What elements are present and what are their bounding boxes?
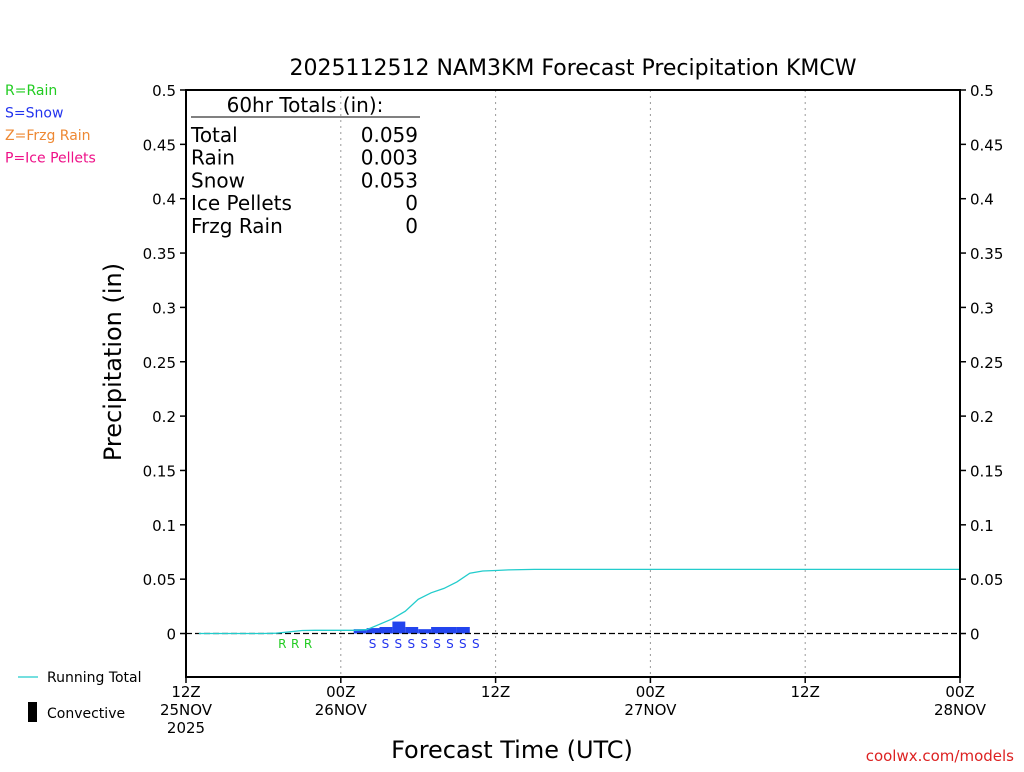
totals-label-0: Total — [190, 123, 238, 147]
y-tick-label-left-2: 0.1 — [152, 517, 176, 535]
y-tick-label-right-0: 0 — [970, 626, 980, 644]
ptype-marker-10: S — [459, 637, 468, 651]
ptype-marker-5: S — [395, 637, 404, 651]
ptype-marker-7: S — [420, 637, 429, 651]
x-tick-label-3-1: 27NOV — [624, 701, 677, 719]
ptype-marker-2: R — [304, 637, 313, 651]
x-tick-label-4-0: 12Z — [791, 683, 820, 701]
ptype-marker-0: R — [278, 637, 287, 651]
totals-label-1: Rain — [191, 146, 235, 170]
precip-bar-1 — [366, 628, 380, 634]
precip-bar-2 — [379, 626, 393, 634]
y-tick-label-left-0: 0 — [166, 626, 176, 644]
precip-type-legend: R=Rain S=Snow Z=Frzg Rain P=Ice Pellets — [5, 83, 96, 167]
x-tick-label-5-0: 00Z — [945, 683, 974, 701]
x-axis-label: Forecast Time (UTC) — [391, 736, 633, 764]
running-total-legend-label: Running Total — [47, 670, 142, 686]
precip-bar-4 — [405, 626, 419, 634]
ptype-marker-1: R — [291, 637, 300, 651]
running-total-legend: Running Total — [18, 670, 142, 686]
credit-text: coolwx.com/models — [866, 747, 1014, 765]
legend-type-0: R=Rain — [5, 83, 57, 99]
hourly-precip-bars — [353, 621, 470, 634]
y-tick-label-right-10: 0.5 — [970, 82, 994, 100]
x-tick-label-2-0: 12Z — [481, 683, 510, 701]
precip-bar-6 — [431, 626, 444, 634]
y-tick-label-right-6: 0.3 — [970, 299, 994, 317]
legend-type-1: S=Snow — [5, 106, 63, 122]
y-tick-label-left-5: 0.25 — [143, 354, 176, 372]
precip-bar-3 — [392, 621, 406, 634]
ptype-marker-8: S — [433, 637, 442, 651]
ptype-marker-11: S — [472, 637, 481, 651]
totals-heading: 60hr Totals (in): — [227, 93, 384, 117]
y-tick-label-right-3: 0.15 — [970, 462, 1003, 480]
plot-frame — [185, 89, 961, 678]
y-tick-label-right-9: 0.45 — [970, 136, 1003, 154]
totals-label-4: Frzg Rain — [191, 214, 283, 238]
x-tick-label-1-0: 00Z — [326, 683, 355, 701]
y-tick-label-left-4: 0.2 — [152, 408, 176, 426]
y-tick-label-right-8: 0.4 — [970, 191, 994, 209]
y-axis-left: 0 0.05 0.1 0.15 0.2 0.25 0.3 0.35 0.4 0.45 0.5 — [143, 82, 186, 644]
convective-swatch — [28, 702, 37, 722]
gridlines — [340, 90, 806, 677]
y-axis-label: Precipitation (in) — [99, 263, 127, 461]
convective-legend: Convective — [28, 702, 125, 722]
y-tick-label-left-8: 0.4 — [152, 191, 176, 209]
totals-box: 60hr Totals (in): Total 0.059 Rain 0.003 Sno… — [190, 93, 420, 238]
y-tick-label-left-10: 0.5 — [152, 82, 176, 100]
y-tick-label-left-9: 0.45 — [143, 136, 176, 154]
legend-type-3: P=Ice Pellets — [5, 151, 96, 167]
y-tick-label-right-4: 0.2 — [970, 408, 994, 426]
convective-legend-label: Convective — [47, 706, 125, 722]
x-tick-label-0-1: 25NOV — [160, 701, 213, 719]
y-tick-label-right-1: 0.05 — [970, 571, 1003, 589]
y-tick-label-right-7: 0.35 — [970, 245, 1003, 263]
running-total-line — [198, 568, 960, 635]
y-tick-label-right-5: 0.25 — [970, 354, 1003, 372]
totals-value-1: 0.003 — [361, 146, 418, 170]
x-tick-label-0-2: 2025 — [167, 719, 205, 737]
ptype-marker-9: S — [446, 637, 455, 651]
totals-label-2: Snow — [191, 168, 245, 192]
precip-bar-8 — [456, 626, 470, 634]
y-tick-label-left-6: 0.3 — [152, 299, 176, 317]
totals-value-4: 0 — [405, 214, 418, 238]
precip-bar-7 — [444, 626, 457, 634]
totals-value-2: 0.053 — [361, 168, 418, 192]
ptype-marker-3: S — [369, 637, 378, 651]
totals-value-3: 0 — [405, 191, 418, 215]
x-tick-label-0-0: 12Z — [171, 683, 200, 701]
x-tick-label-5-1: 28NOV — [934, 701, 987, 719]
y-tick-label-left-7: 0.35 — [143, 245, 176, 263]
chart-title: 2025112512 NAM3KM Forecast Precipitation… — [290, 56, 857, 81]
x-tick-label-3-0: 00Z — [636, 683, 665, 701]
y-tick-label-left-3: 0.15 — [143, 462, 176, 480]
totals-label-3: Ice Pellets — [191, 191, 292, 215]
ptype-marker-6: S — [407, 637, 416, 651]
precip-bar-5 — [418, 629, 432, 634]
legend-type-2: Z=Frzg Rain — [5, 128, 91, 144]
precip-bar-0 — [353, 629, 367, 634]
y-axis-right: 0 0.05 0.1 0.15 0.2 0.25 0.3 0.35 0.4 0.45 0.5 — [960, 82, 1003, 644]
y-tick-label-left-1: 0.05 — [143, 571, 176, 589]
ptype-marker-4: S — [382, 637, 391, 651]
y-tick-label-right-2: 0.1 — [970, 517, 994, 535]
totals-value-0: 0.059 — [361, 123, 418, 147]
x-tick-label-1-1: 26NOV — [315, 701, 368, 719]
